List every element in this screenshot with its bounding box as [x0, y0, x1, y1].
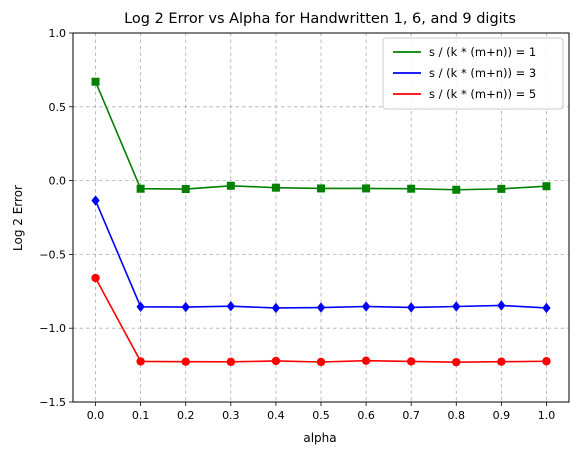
data-point [497, 300, 506, 311]
x-tick-label: 0.7 [402, 409, 420, 422]
x-axis-label: alpha [303, 431, 336, 445]
data-point [407, 184, 416, 193]
y-tick-label: −0.5 [39, 248, 66, 261]
x-tick-label: 0.8 [448, 409, 466, 422]
data-point [542, 182, 551, 191]
legend-label: s / (k * (m+n)) = 1 [429, 45, 536, 59]
x-tick-label: 0.6 [357, 409, 375, 422]
data-point [181, 301, 190, 313]
legend-label: s / (k * (m+n)) = 3 [429, 66, 536, 80]
series-3 [91, 273, 551, 367]
x-tick-label: 0.1 [132, 409, 150, 422]
legend: s / (k * (m+n)) = 1 s / (k * (m+n)) = 3 s … [382, 37, 564, 110]
x-tick-label: 0.9 [493, 409, 511, 422]
data-point [91, 273, 100, 283]
data-point [91, 77, 100, 86]
x-tick-label: 0.4 [267, 409, 285, 422]
data-point [407, 302, 416, 313]
legend-label: s / (k * (m+n)) = 5 [429, 87, 536, 101]
data-point [316, 357, 326, 367]
data-point [181, 357, 190, 366]
data-point [542, 302, 551, 314]
data-point [542, 357, 551, 366]
data-point [362, 184, 371, 193]
data-point [271, 356, 281, 366]
x-tick-label: 0.5 [312, 409, 330, 422]
data-point [361, 301, 371, 312]
data-point [452, 301, 461, 312]
axis-ticks: 0.0 0.1 0.2 0.3 0.4 0.5 0.6 0.7 0.8 0.9 1.0 1.0 0.5 0… [39, 27, 555, 422]
data-point [406, 357, 416, 366]
y-tick-label: 1.0 [49, 27, 67, 40]
data-point [452, 357, 461, 367]
plot-frame [72, 32, 570, 403]
y-tick-label: 0.0 [49, 175, 67, 188]
data-point [497, 184, 506, 193]
legend-item: s / (k * (m+n)) = 3 [393, 66, 536, 80]
series-1 [91, 77, 551, 194]
data-point [271, 302, 281, 314]
y-tick-label: 0.5 [49, 101, 67, 114]
data-point [497, 357, 506, 366]
legend-frame [382, 37, 564, 110]
data-point [226, 301, 235, 312]
x-tick-label: 0.0 [87, 409, 105, 422]
data-point [136, 301, 145, 312]
data-point [91, 195, 100, 206]
data-point [317, 184, 325, 193]
x-tick-label: 1.0 [538, 409, 556, 422]
data-point [181, 185, 190, 194]
chart-title: Log 2 Error vs Alpha for Handwritten 1, … [124, 11, 516, 27]
x-tick-label: 0.2 [177, 409, 195, 422]
data-point [226, 181, 235, 190]
data-point [361, 356, 371, 365]
series-group [91, 77, 551, 367]
legend-item: s / (k * (m+n)) = 5 [393, 87, 536, 101]
data-point [136, 184, 145, 193]
data-point [316, 302, 326, 313]
data-point [452, 185, 461, 194]
data-point [271, 183, 280, 192]
y-tick-label: −1.5 [39, 396, 66, 409]
x-tick-label: 0.3 [222, 409, 240, 422]
y-tick-label: −1.0 [39, 322, 66, 335]
y-axis-label: Log 2 Error [11, 185, 25, 251]
data-point [226, 357, 236, 367]
series-2 [91, 195, 551, 314]
legend-item: s / (k * (m+n)) = 1 [393, 45, 536, 59]
data-point [136, 357, 145, 366]
